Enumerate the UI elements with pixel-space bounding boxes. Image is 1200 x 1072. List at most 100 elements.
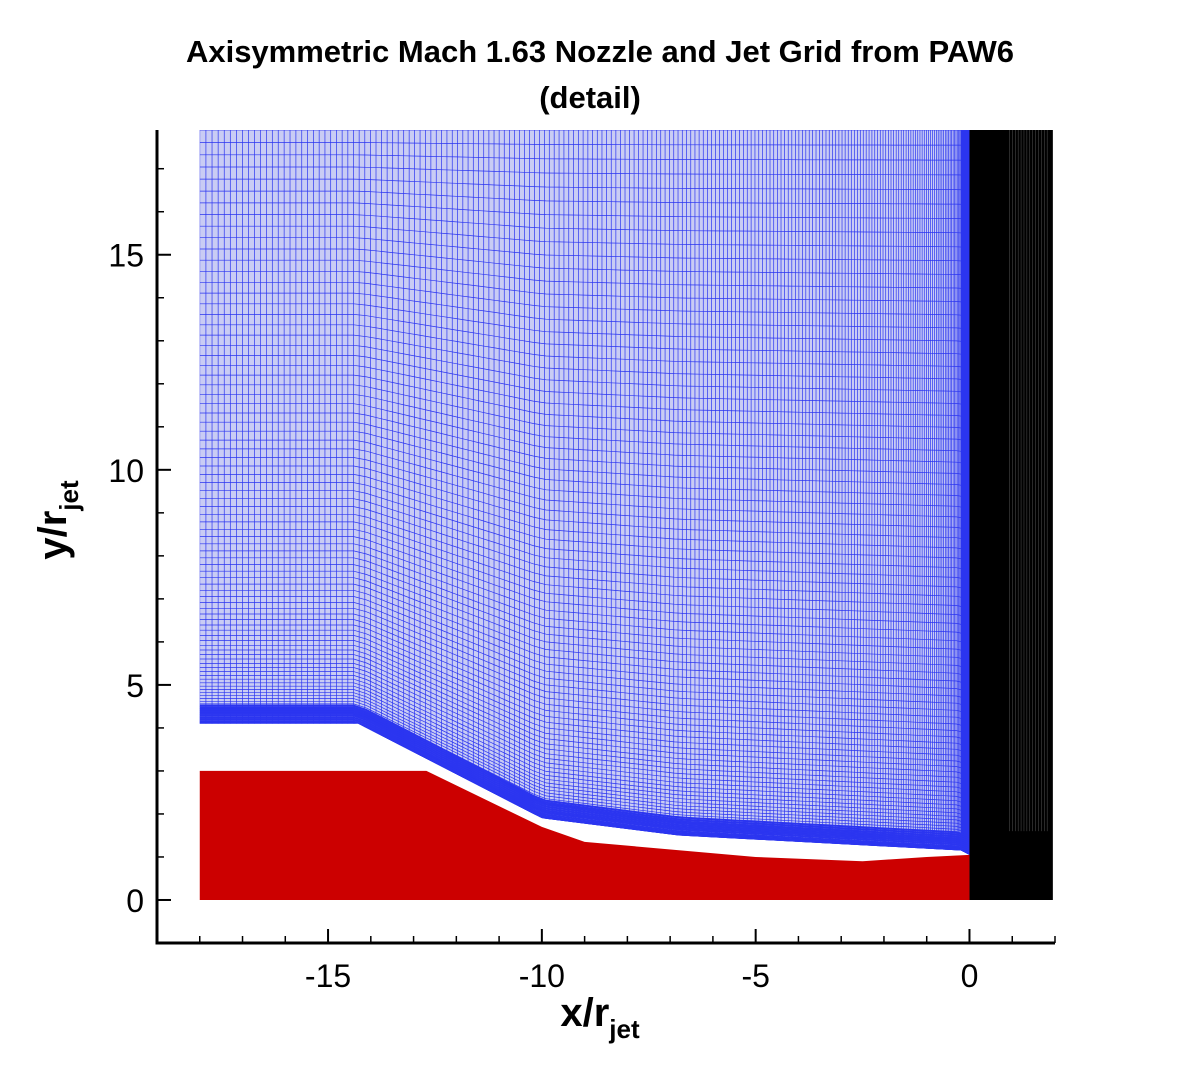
mesh-line [199,482,970,561]
chart-title: Axisymmetric Mach 1.63 Nozzle and Jet Gr… [186,34,1014,69]
mesh-dense [199,714,970,848]
mesh-line [199,374,970,430]
mesh-line [199,355,970,406]
mesh-line [199,364,970,418]
mesh-line [199,513,970,600]
y-axis-label: y/rjet [31,480,84,560]
mesh-line [199,190,970,205]
mesh-line [199,334,970,381]
y-label-sub: jet [54,480,84,512]
mesh-line [199,577,970,678]
mesh-line [199,403,970,465]
mesh-line [199,695,970,822]
mesh-line [199,430,970,499]
mesh-line [199,314,970,356]
mesh-line [199,528,970,618]
y-tick-label: 5 [126,668,144,704]
mesh-line [199,640,970,754]
mesh-line [199,607,970,715]
mesh-dense [199,708,970,842]
mesh-line [199,457,970,531]
x-tick-label: -5 [741,958,769,994]
mesh-line [199,490,970,571]
mesh-line [199,624,970,735]
mesh-line [199,498,970,581]
mesh-line [199,303,970,343]
mesh-line [199,259,970,290]
mesh-line [199,635,970,748]
mesh-line [199,439,970,509]
mesh-line [199,237,970,262]
mesh-line [199,678,970,801]
mesh-line [199,178,970,191]
mesh-dense [199,706,970,840]
mesh-line [199,602,970,708]
y-tick-label: 10 [108,453,144,489]
mesh-line [199,202,970,220]
mesh-line [199,570,970,670]
mesh-line [199,564,970,661]
mesh-line [199,596,970,700]
mesh-dense [960,130,970,855]
mesh-line [199,506,970,591]
y-tick-label: 15 [108,238,144,274]
mesh-line [199,384,970,442]
mesh-line [199,619,970,729]
mesh-line [199,448,970,520]
mesh-line [199,154,970,161]
mesh-line [199,698,970,825]
axes: -15 -10 -5 0 0 5 10 15 [108,130,1056,994]
mesh-line [199,667,970,787]
x-tick-label: 0 [961,958,979,994]
mesh-line [199,658,970,777]
mesh-line [199,557,970,653]
mesh-dense [199,722,970,855]
zones [199,130,1053,900]
mesh-line [199,393,970,454]
mesh-dense [199,704,970,838]
mesh-line [199,536,970,627]
mesh-line [199,166,970,176]
mesh-line [199,700,970,828]
mesh-line [199,583,970,685]
mesh-line [199,654,970,771]
mesh-line [199,589,970,693]
mesh-line [199,521,970,609]
zone [969,130,1053,900]
y-tick-label: 0 [126,883,144,919]
x-axis-label: x/rjet [560,991,640,1044]
mesh-line [199,692,970,818]
mesh-dense [199,720,970,854]
mesh-line [199,474,970,551]
mesh-dense [199,718,970,852]
mesh-line [199,324,970,369]
mesh-line [199,675,970,797]
mesh-line [199,644,970,760]
mesh-line [199,142,970,146]
x-tick-label: -15 [305,958,351,994]
mesh-line [199,671,970,792]
mesh-dense [199,716,970,850]
mesh-line [199,270,970,303]
mesh-line [199,543,970,636]
mesh-line [199,703,970,832]
mesh-line [199,465,970,541]
mesh-line [199,248,970,276]
mesh-line [199,663,970,782]
chart-subtitle: (detail) [539,80,641,115]
mesh-line [199,281,970,317]
mesh-line [199,344,970,394]
mesh-line [199,613,970,722]
mesh-line [199,550,970,645]
mesh-line [199,689,970,814]
mesh-line [199,412,970,476]
zone-mesh [1009,130,1048,832]
mesh-line [199,649,970,766]
mesh-line [199,685,970,810]
zone [199,770,970,900]
mesh-line [199,225,970,248]
mesh-dense [199,710,970,844]
mesh-line [199,682,970,806]
mesh-line [199,629,970,742]
